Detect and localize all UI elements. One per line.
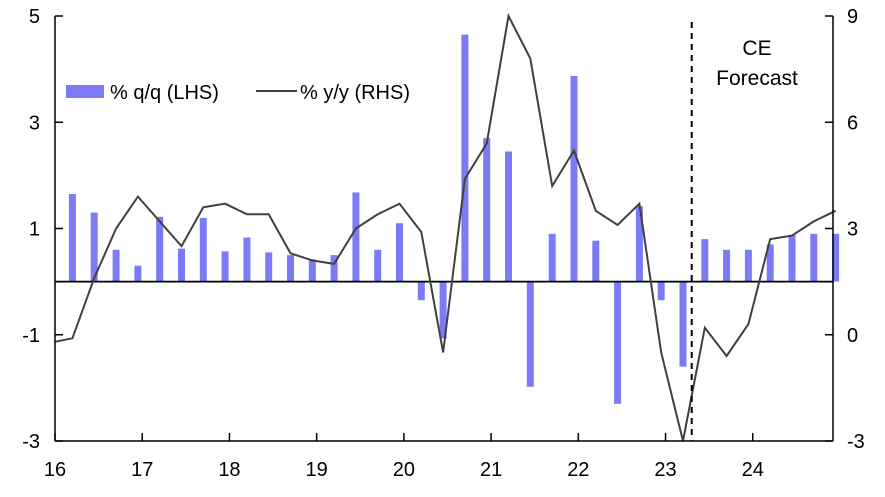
- qq-bar: [788, 234, 796, 282]
- forecast-label-line2: Forecast: [716, 67, 798, 90]
- right-tick-label: 6: [847, 112, 858, 134]
- qq-bar: [352, 192, 360, 282]
- right-tick-label: -3: [847, 431, 865, 453]
- legend-label-qq: % q/q (LHS): [110, 82, 219, 104]
- left-y-axis-ticks: -3 -1 1 3 5: [22, 6, 63, 453]
- qq-bar: [635, 206, 643, 282]
- x-tick-label: 20: [393, 459, 415, 481]
- qq-bar: [701, 239, 709, 282]
- legend: % q/q (LHS) % y/y (RHS): [66, 82, 410, 104]
- qq-bar: [134, 265, 142, 282]
- qq-bar: [657, 281, 665, 301]
- qq-bar: [832, 233, 840, 282]
- qq-bar: [505, 151, 512, 282]
- qq-bar: [810, 233, 818, 282]
- qq-bar: [570, 76, 578, 282]
- qq-bar: [221, 251, 229, 282]
- qq-bar: [112, 249, 120, 282]
- x-tick-label: 24: [742, 459, 764, 481]
- qq-bar: [439, 281, 447, 339]
- yy-series-line: [54, 12, 837, 442]
- qq-bar: [156, 216, 164, 282]
- left-tick-label: 3: [29, 112, 40, 134]
- right-tick-label: 0: [847, 325, 858, 347]
- bars-layer: [68, 34, 840, 404]
- x-tick-label: 18: [218, 459, 240, 481]
- qq-bar: [417, 281, 425, 301]
- qq-bar: [374, 249, 382, 282]
- legend-label-yy: % y/y (RHS): [300, 82, 410, 104]
- qq-bar: [330, 255, 338, 282]
- qq-bar: [265, 252, 273, 282]
- x-tick-label: 19: [306, 459, 328, 481]
- right-tick-label: 9: [847, 6, 858, 28]
- qq-bar: [592, 240, 600, 282]
- x-axis-ticks: 16 17 18 19 20 21 22 23 24: [44, 433, 764, 481]
- qq-bar: [461, 34, 469, 282]
- x-tick-label: 23: [654, 459, 676, 481]
- left-tick-label: -1: [22, 325, 40, 347]
- qq-bar: [243, 237, 251, 282]
- x-tick-label: 22: [567, 459, 589, 481]
- right-y-axis-ticks: -3 0 3 6 9: [825, 6, 865, 453]
- qq-bar: [483, 138, 491, 282]
- qq-bar: [548, 233, 556, 282]
- qq-bar: [526, 281, 534, 387]
- qq-bar: [679, 281, 687, 367]
- qq-bar: [396, 223, 403, 282]
- qq-bar: [766, 244, 774, 282]
- left-tick-label: 5: [29, 6, 40, 28]
- qq-bar: [178, 248, 185, 282]
- left-tick-label: -3: [22, 431, 40, 453]
- left-tick-label: 1: [29, 219, 40, 241]
- qq-bar: [287, 255, 294, 282]
- qq-bar: [90, 212, 98, 282]
- qq-bar: [744, 249, 752, 282]
- qq-bar: [723, 249, 731, 282]
- qq-bar: [199, 217, 207, 282]
- qq-bar: [614, 281, 622, 404]
- x-tick-label: 21: [480, 459, 502, 481]
- legend-bar-swatch: [66, 85, 104, 98]
- x-tick-label: 16: [44, 459, 66, 481]
- right-tick-label: 3: [847, 219, 858, 241]
- x-tick-label: 17: [131, 459, 153, 481]
- qq-bar: [308, 259, 316, 282]
- qq-bar: [68, 194, 76, 282]
- forecast-label-line1: CE: [742, 37, 771, 60]
